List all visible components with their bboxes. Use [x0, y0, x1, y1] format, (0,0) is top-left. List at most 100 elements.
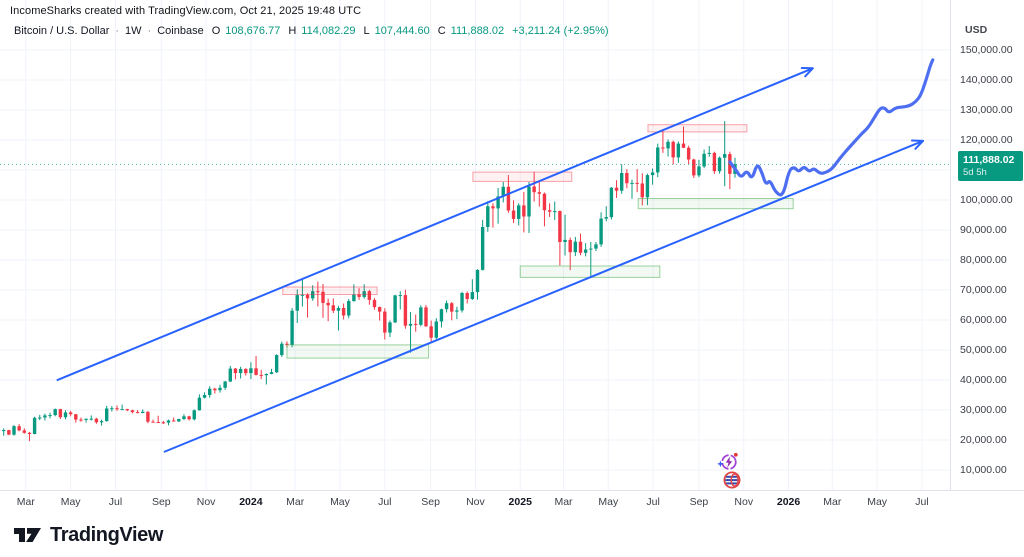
symbol-title[interactable]: Bitcoin / U.S. Dollar — [14, 25, 110, 37]
time-tick-month-label: Mar — [16, 496, 35, 508]
price-tick-label: 150,000.00 — [960, 44, 1013, 56]
price-tick-label: 130,000.00 — [960, 104, 1013, 116]
candle-body — [450, 303, 454, 312]
price-tick-label: 90,000.00 — [960, 224, 1007, 236]
price-tick-label: 50,000.00 — [960, 344, 1007, 356]
price-tick-label: 40,000.00 — [960, 374, 1007, 386]
low-value: 107,444.60 — [374, 25, 430, 37]
candle-body — [94, 418, 99, 423]
candle-body — [434, 321, 438, 338]
candle-body — [609, 187, 614, 218]
candle-body — [542, 193, 547, 211]
time-tick-month-label: May — [598, 496, 619, 508]
brand-name[interactable]: TradingView — [50, 523, 164, 546]
low-label: L — [363, 25, 370, 37]
candle-body — [300, 294, 305, 296]
high-label: H — [288, 25, 297, 37]
price-tick-label: 20,000.00 — [960, 434, 1007, 446]
last-price-value: 111,888.02 — [963, 154, 1015, 167]
candle-body — [249, 368, 253, 374]
candle-body — [115, 408, 119, 410]
price-axis[interactable]: USD 150,000.00 140,000.00 130,000.00 120,00… — [950, 0, 1024, 513]
candle-body — [84, 418, 88, 420]
candle-body — [316, 291, 320, 293]
time-tick-month-label: May — [867, 496, 888, 508]
currency-label: USD — [965, 24, 988, 36]
candle-body — [383, 311, 387, 333]
candle-body — [506, 186, 511, 211]
candle-body — [424, 307, 428, 327]
candle-body — [620, 173, 624, 191]
candle-body — [120, 409, 124, 411]
candle-body — [645, 175, 650, 198]
time-axis[interactable]: Mar May Jul Sep Nov 2024 Mar May Jul Sep Nov 2025 Ma… — [0, 490, 1024, 514]
candle-body — [311, 291, 315, 299]
time-tick-year-label: 2025 — [508, 496, 532, 508]
time-tick-month-label: Mar — [554, 496, 573, 508]
candle-body — [202, 395, 207, 398]
candle-body — [166, 420, 171, 423]
price-tick-label: 100,000.00 — [960, 194, 1013, 206]
tradingview-logo-icon[interactable] — [13, 522, 43, 548]
candle-body — [280, 343, 284, 356]
candle-body — [491, 206, 495, 209]
footer-brand-bar: TradingView — [0, 513, 1024, 557]
candle-body — [156, 422, 160, 423]
candle-body — [233, 368, 238, 374]
candle-body — [403, 295, 408, 326]
candle-body — [2, 430, 6, 432]
candle-body — [692, 159, 696, 176]
candle-body — [578, 241, 583, 253]
close-label: C — [437, 25, 446, 37]
time-tick-month-label: Mar — [823, 496, 842, 508]
candle-body — [22, 430, 26, 433]
time-tick-month-label: Jul — [915, 496, 929, 508]
time-tick-month-label: Nov — [734, 496, 754, 508]
candle-body — [177, 419, 181, 422]
candle-body — [686, 147, 691, 160]
candle-body — [501, 186, 505, 197]
lightning-cycle-emoji-icon[interactable] — [717, 451, 739, 473]
candle-body — [141, 411, 145, 413]
time-tick-month-label: Sep — [151, 496, 171, 508]
candle-body — [640, 183, 644, 198]
time-tick-month-label: May — [60, 496, 81, 508]
candle-body — [192, 410, 196, 420]
channel-upper-line-arrowhead — [804, 67, 814, 78]
chart-canvas[interactable] — [0, 0, 1024, 513]
candle-body — [537, 192, 541, 194]
time-tick-year-label: 2026 — [776, 496, 801, 508]
time-tick-month-label: Nov — [196, 496, 216, 508]
candle-body — [74, 414, 78, 420]
striped-globe-emoji-icon[interactable] — [722, 470, 742, 490]
candle-body — [573, 241, 578, 253]
candle-body — [352, 294, 356, 302]
last-price-tag: 111,888.02 5d 5h — [958, 151, 1023, 182]
candle-body — [58, 409, 63, 418]
candle-body — [681, 143, 686, 148]
candle-body — [53, 409, 57, 416]
candle-body — [522, 205, 526, 217]
price-tick-label: 30,000.00 — [960, 404, 1007, 416]
candle-body — [650, 172, 655, 176]
interval-label[interactable]: 1W — [125, 25, 142, 37]
exchange-label[interactable]: Coinbase — [157, 25, 204, 37]
candle-body — [7, 430, 11, 435]
candle-body — [460, 293, 464, 311]
candle-body — [439, 309, 444, 322]
candle-body — [465, 293, 469, 299]
price-tick-label: 140,000.00 — [960, 74, 1013, 86]
candle-body — [244, 368, 248, 374]
candle-body — [372, 299, 377, 308]
candle-body — [702, 153, 706, 167]
price-tick-label: 70,000.00 — [960, 284, 1007, 296]
price-tick-label: 80,000.00 — [960, 254, 1007, 266]
candle-body — [723, 154, 727, 158]
candle-body — [393, 295, 397, 323]
projection-squiggle — [728, 58, 935, 197]
candle-body — [367, 291, 372, 300]
candle-body — [666, 141, 670, 149]
time-tick-month-label: Jul — [378, 496, 392, 508]
